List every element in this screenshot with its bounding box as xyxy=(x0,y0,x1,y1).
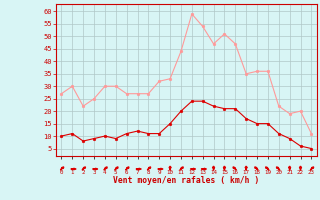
X-axis label: Vent moyen/en rafales ( km/h ): Vent moyen/en rafales ( km/h ) xyxy=(113,176,260,185)
